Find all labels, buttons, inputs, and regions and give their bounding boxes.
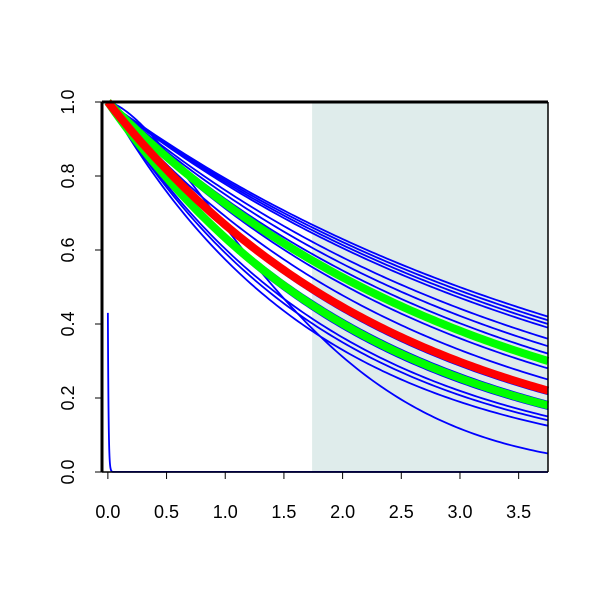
series-line-19 (104, 99, 550, 395)
series-line-3 (107, 101, 549, 329)
y-tick-label-4: 0.8 (58, 163, 78, 188)
axes-layer (100, 100, 549, 473)
y-tick-label-1: 0.2 (58, 385, 78, 410)
y-tick-label-0: 0.0 (58, 459, 78, 484)
series-line-17 (105, 99, 550, 365)
series-line-13 (107, 101, 549, 422)
y-tick-label-2: 0.4 (58, 311, 78, 336)
x-tick-label-6: 3.0 (447, 502, 472, 522)
x-tick-label-5: 2.5 (389, 502, 414, 522)
series-line-12 (107, 101, 549, 418)
series-line-5 (107, 101, 549, 348)
series-line-1 (107, 101, 549, 322)
x-tick-label-4: 2.0 (330, 502, 355, 522)
series-line-0 (107, 101, 549, 318)
y-tick-label-5: 1.0 (58, 89, 78, 114)
x-tick-label-7: 3.5 (506, 502, 531, 522)
x-tick-label-3: 1.5 (271, 502, 296, 522)
x-tick-label-1: 0.5 (154, 502, 179, 522)
x-tick-label-0: 0.0 (95, 502, 120, 522)
y-tick-label-3: 0.6 (58, 237, 78, 262)
series-line-2 (107, 101, 549, 325)
series-line-18 (104, 99, 550, 410)
x-tick-label-2: 1.0 (213, 502, 238, 522)
series-line-14 (107, 101, 549, 427)
ticks-layer: 0.0 0.5 1.0 1.5 2.0 2.5 3.0 3.5 0.0 0.2 0.4 0.6 0.8 1… (58, 89, 531, 522)
series-line-8 (107, 101, 549, 381)
series-line-4 (107, 101, 549, 340)
